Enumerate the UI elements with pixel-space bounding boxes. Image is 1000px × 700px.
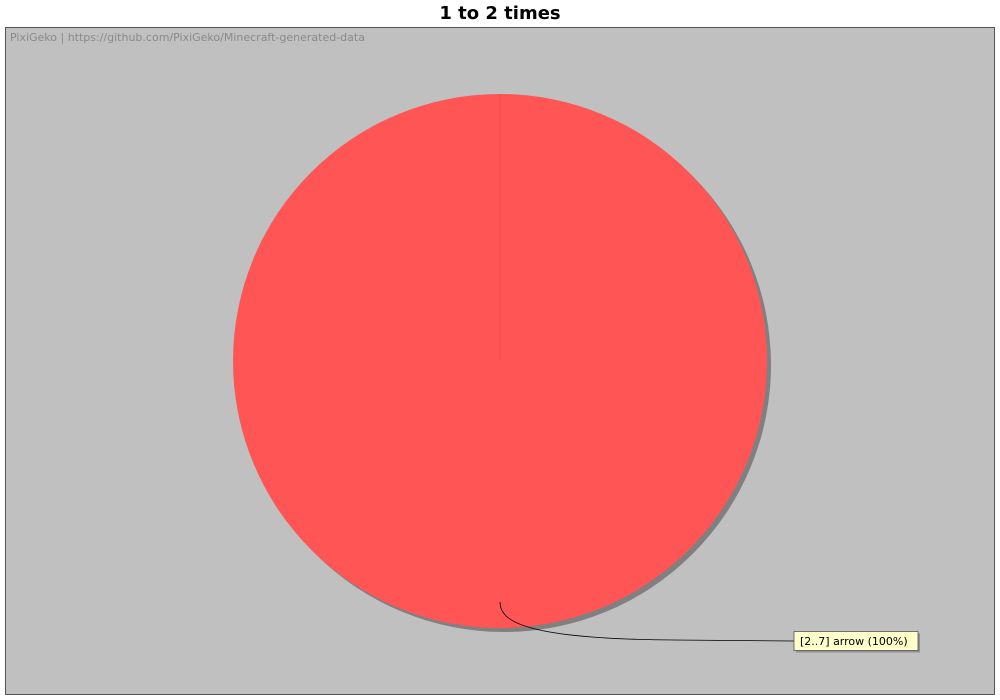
chart-title: 1 to 2 times [439,3,561,24]
label-connector-line [499,601,795,642]
slice-label-box [793,631,919,651]
watermark-text: PixiGeko | https://github.com/PixiGeko/M… [10,31,365,44]
slice-label-text: [2..7] arrow (100%) [800,635,908,648]
